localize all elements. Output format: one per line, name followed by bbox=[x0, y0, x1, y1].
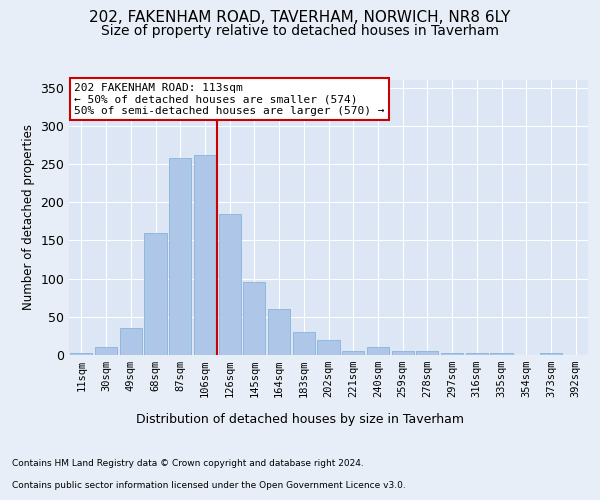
Bar bbox=[70, 354, 92, 355]
Text: Contains public sector information licensed under the Open Government Licence v3: Contains public sector information licen… bbox=[12, 481, 406, 490]
Bar bbox=[169, 158, 191, 355]
Bar bbox=[342, 351, 364, 355]
Bar bbox=[268, 309, 290, 355]
Bar bbox=[441, 352, 463, 355]
Bar bbox=[293, 332, 315, 355]
Bar bbox=[540, 354, 562, 355]
Bar bbox=[243, 282, 265, 355]
Bar bbox=[119, 328, 142, 355]
Text: 202, FAKENHAM ROAD, TAVERHAM, NORWICH, NR8 6LY: 202, FAKENHAM ROAD, TAVERHAM, NORWICH, N… bbox=[89, 10, 511, 25]
Bar bbox=[367, 348, 389, 355]
Bar bbox=[218, 214, 241, 355]
Text: 202 FAKENHAM ROAD: 113sqm
← 50% of detached houses are smaller (574)
50% of semi: 202 FAKENHAM ROAD: 113sqm ← 50% of detac… bbox=[74, 82, 385, 116]
Text: Distribution of detached houses by size in Taverham: Distribution of detached houses by size … bbox=[136, 412, 464, 426]
Bar bbox=[194, 155, 216, 355]
Bar bbox=[416, 351, 439, 355]
Bar bbox=[466, 352, 488, 355]
Bar bbox=[145, 233, 167, 355]
Text: Size of property relative to detached houses in Taverham: Size of property relative to detached ho… bbox=[101, 24, 499, 38]
Y-axis label: Number of detached properties: Number of detached properties bbox=[22, 124, 35, 310]
Bar bbox=[317, 340, 340, 355]
Bar bbox=[490, 354, 512, 355]
Bar bbox=[95, 348, 117, 355]
Bar bbox=[392, 351, 414, 355]
Text: Contains HM Land Registry data © Crown copyright and database right 2024.: Contains HM Land Registry data © Crown c… bbox=[12, 458, 364, 468]
